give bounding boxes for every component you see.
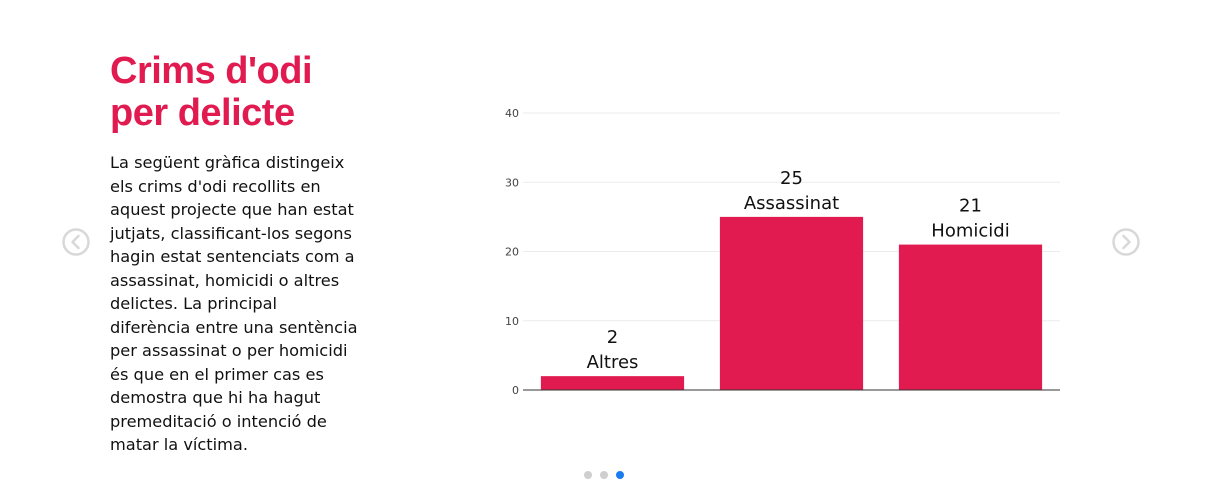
bar-altres xyxy=(540,376,685,390)
y-tick-label: 0 xyxy=(512,384,519,397)
data-label-category: Assassinat xyxy=(744,193,839,214)
title-line: per delicte xyxy=(110,92,295,134)
description-line: els crims d'odi recollits en xyxy=(110,176,321,196)
description-line: matar la víctima. xyxy=(110,435,248,454)
description-line: per assassinat o per homicidi xyxy=(110,341,348,360)
description-line: assassinat, homicidi o altres xyxy=(110,270,340,290)
chevron-left-circle-icon xyxy=(62,228,90,256)
data-label-category: Altres xyxy=(587,352,639,373)
description-line: diferència entre una sentència xyxy=(110,317,358,337)
description-line: és que en el primer cas es xyxy=(110,364,324,384)
data-label-category: Homicidi xyxy=(931,221,1009,242)
y-tick-label: 10 xyxy=(505,315,519,328)
description: La següent gràfica distingeix els crims … xyxy=(110,151,395,457)
bar-homicidi xyxy=(898,244,1043,390)
y-tick-label: 30 xyxy=(505,176,519,189)
description-line: hagin estat sentenciats com a xyxy=(110,247,355,266)
y-tick-label: 20 xyxy=(505,246,519,259)
carousel-next-button[interactable] xyxy=(1112,228,1140,256)
y-axis-ticks: 0 10 20 30 40 xyxy=(505,107,519,397)
y-tick-label: 40 xyxy=(505,107,519,120)
description-line: premeditació o intenció de xyxy=(110,411,327,431)
chart-data-labels: 2 Altres 25 Assassinat 21 Homicidi xyxy=(587,168,1010,373)
data-label-value: 2 xyxy=(607,327,618,348)
description-line: aquest projecte que han estat xyxy=(110,200,354,219)
carousel-dot[interactable] xyxy=(584,471,592,479)
carousel-dot[interactable] xyxy=(600,471,608,479)
carousel-prev-button[interactable] xyxy=(62,228,90,256)
description-line: La següent gràfica distingeix xyxy=(110,153,345,172)
title-line: Crims d'odi xyxy=(110,50,313,92)
description-line: demostra que hi ha hagut xyxy=(110,388,321,407)
bar-assassinat xyxy=(719,216,864,390)
data-label-value: 25 xyxy=(780,168,803,189)
chevron-right-circle-icon xyxy=(1112,228,1140,256)
data-label-value: 21 xyxy=(959,196,982,217)
carousel-dot[interactable] xyxy=(616,471,624,479)
chart-bars xyxy=(540,216,1043,390)
description-line: jutjats, classificant-los segons xyxy=(110,223,352,243)
bar-chart: 0 10 20 30 40 2 Altres 25 Assassinat 21 Homicidi xyxy=(505,107,1060,397)
description-line: delictes. La principal xyxy=(110,294,278,313)
page-title: Crims d'odi per delicte xyxy=(110,50,410,134)
